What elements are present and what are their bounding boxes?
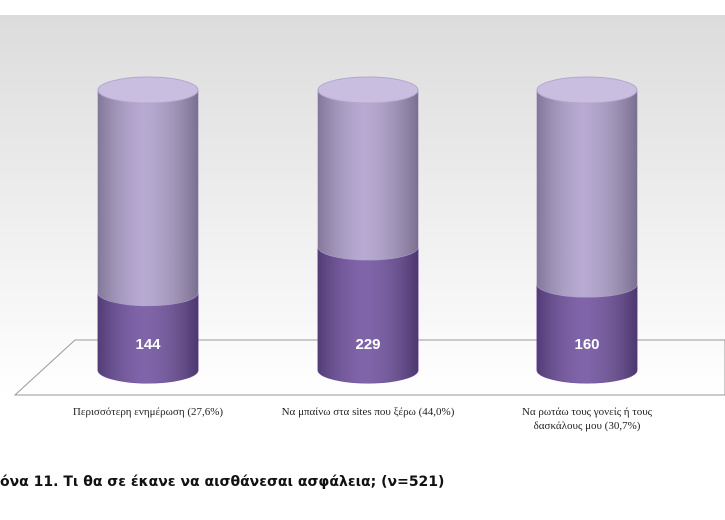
cylinder-segment [536, 76, 638, 298]
value-label: 160 [574, 336, 599, 353]
cylinder-top [536, 76, 638, 104]
cylinder-segment [317, 246, 419, 384]
x-tick-label: Περισσότερη ενημέρωση (27,6%) [73, 406, 224, 418]
value-label: 144 [135, 336, 161, 353]
segment-shade [318, 246, 418, 383]
cylinder-segment [536, 283, 638, 384]
label-line: δασκάλους μου (30,7%) [534, 420, 641, 432]
segment-shade [537, 284, 637, 383]
cylinder-top [317, 76, 419, 104]
value-label: 229 [355, 336, 380, 353]
x-tick-label: Να μπαίνω στα sites που ξέρω (44,0%) [282, 406, 455, 418]
segment-shade [98, 90, 198, 306]
label-line: Να ρωτάω τους γονείς ή τους [522, 406, 653, 418]
cylinder-segment [97, 292, 199, 384]
x-tick-label: Να ρωτάω τους γονείς ή τους δασκάλους μου… [522, 406, 653, 432]
segment-shade [98, 292, 198, 383]
cylinder-top [97, 76, 199, 104]
segment-shade [537, 90, 637, 298]
cylinder-segment [97, 76, 199, 307]
caption: όνα 11. Τι θα σε έκανε να αισθάνεσαι ασφ… [0, 474, 444, 490]
floor [13, 339, 725, 396]
segment-shade [317, 90, 418, 260]
cylinder-segment [317, 76, 419, 261]
